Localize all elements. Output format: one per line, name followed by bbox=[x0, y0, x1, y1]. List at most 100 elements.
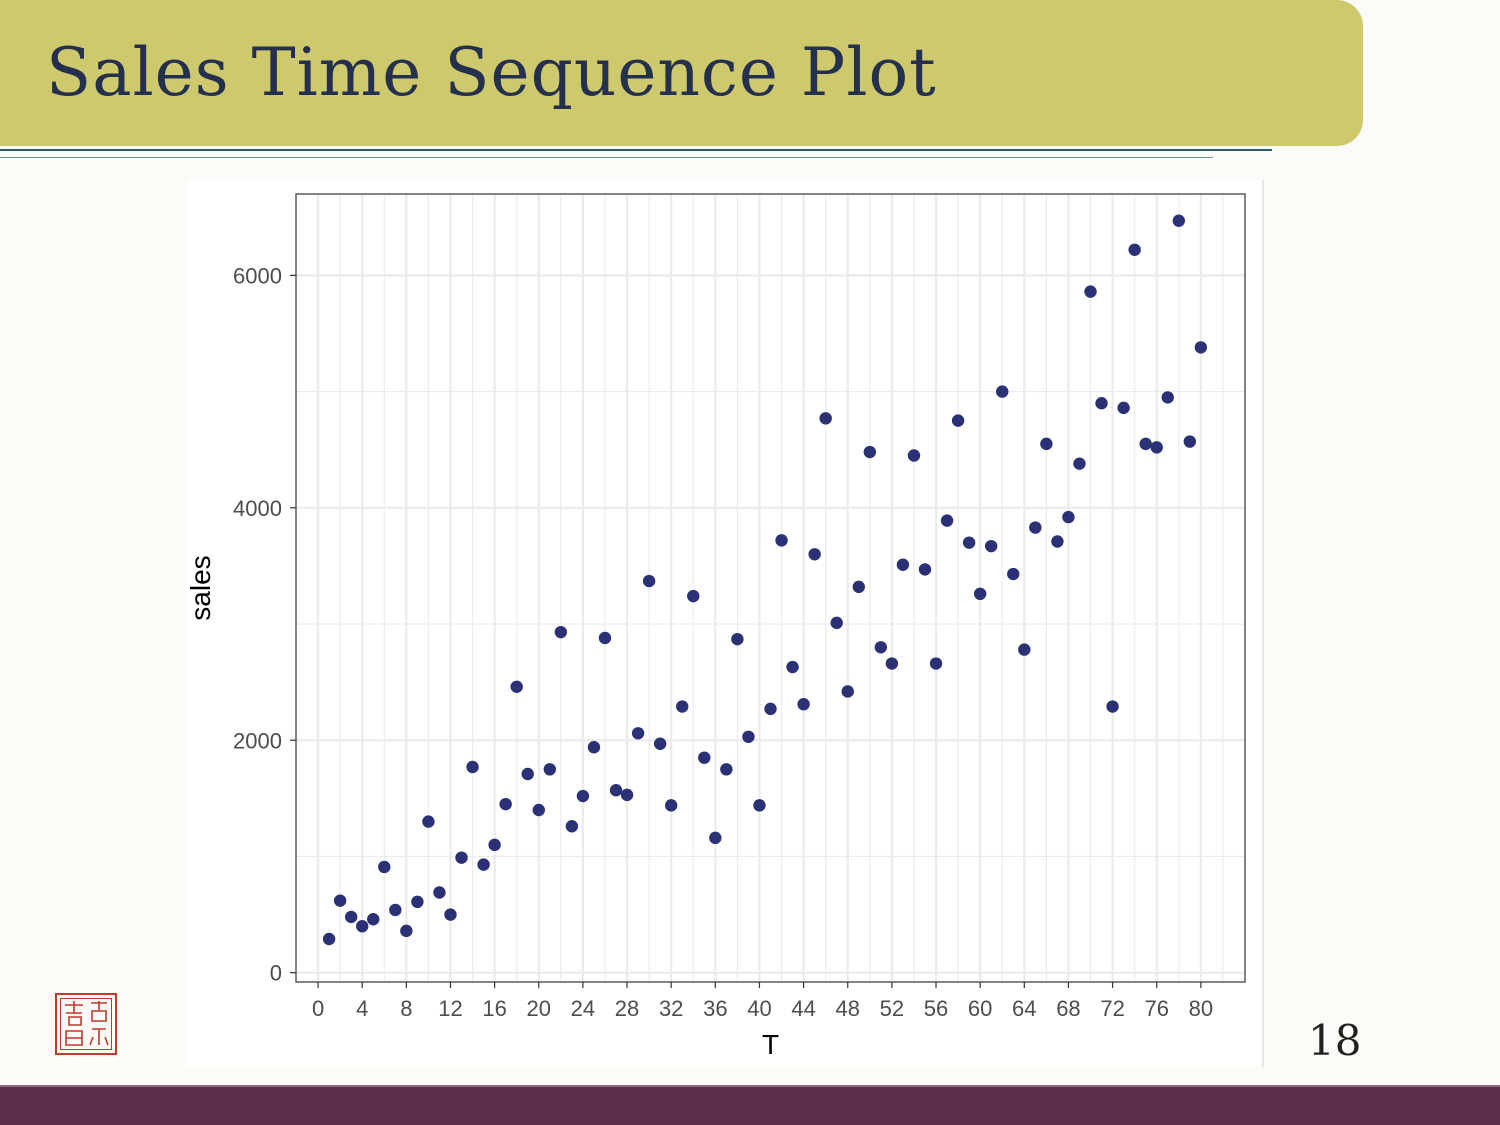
data-point bbox=[731, 632, 744, 646]
data-point bbox=[786, 660, 799, 674]
data-point bbox=[554, 625, 568, 639]
data-point bbox=[852, 580, 865, 594]
data-point bbox=[344, 910, 358, 924]
data-point bbox=[962, 536, 976, 549]
data-point bbox=[455, 851, 468, 864]
x-tick-label: 0 bbox=[312, 996, 324, 1021]
data-point bbox=[1117, 401, 1130, 415]
data-point bbox=[1062, 510, 1075, 524]
data-point bbox=[609, 784, 623, 797]
x-tick-label: 8 bbox=[400, 996, 412, 1021]
seal-inner-border bbox=[60, 998, 112, 1050]
title-rule-light bbox=[0, 157, 1213, 158]
x-tick-label: 76 bbox=[1144, 996, 1168, 1021]
seal-glyph-icon bbox=[65, 1001, 109, 1046]
data-point bbox=[1183, 435, 1197, 448]
data-point bbox=[819, 412, 832, 425]
data-point bbox=[973, 587, 987, 601]
data-point bbox=[356, 920, 369, 933]
x-tick-label: 56 bbox=[924, 996, 948, 1021]
data-point bbox=[676, 700, 689, 713]
x-tick-label: 24 bbox=[571, 996, 595, 1021]
data-point bbox=[499, 797, 512, 811]
seal-logo bbox=[55, 993, 117, 1055]
data-point bbox=[322, 932, 336, 946]
data-point bbox=[1106, 700, 1119, 713]
data-point bbox=[984, 539, 998, 553]
x-tick-label: 12 bbox=[438, 996, 462, 1021]
sales-scatter-chart: 0 4 8 12 16 20 24 28 32 36 40 44 48 52 56 60 64 68 72 76 800… bbox=[187, 193, 1246, 1060]
data-point bbox=[378, 860, 391, 874]
data-point bbox=[709, 831, 722, 845]
data-point bbox=[720, 763, 733, 776]
data-point bbox=[1029, 521, 1042, 534]
data-point bbox=[1150, 441, 1163, 454]
x-tick-label: 32 bbox=[659, 996, 683, 1021]
data-points bbox=[322, 214, 1208, 946]
x-tick-label: 68 bbox=[1056, 996, 1080, 1021]
x-tick-label: 64 bbox=[1012, 996, 1036, 1021]
data-point bbox=[1084, 285, 1097, 298]
data-point bbox=[598, 631, 612, 645]
page-number: 18 bbox=[1308, 1016, 1362, 1065]
data-point bbox=[874, 641, 888, 654]
data-point bbox=[477, 858, 490, 871]
data-point bbox=[488, 838, 501, 852]
data-point bbox=[830, 616, 843, 630]
data-point bbox=[620, 788, 634, 802]
x-tick-label: 16 bbox=[482, 996, 506, 1021]
data-point bbox=[918, 563, 932, 576]
data-point bbox=[841, 685, 854, 698]
data-point bbox=[510, 680, 523, 693]
x-tick-label: 4 bbox=[356, 996, 368, 1021]
data-point bbox=[642, 574, 656, 588]
x-tick-label: 28 bbox=[615, 996, 639, 1021]
data-point bbox=[1073, 457, 1086, 470]
data-point bbox=[1051, 535, 1064, 548]
data-point bbox=[1161, 391, 1174, 404]
data-point bbox=[863, 445, 877, 459]
x-tick-label: 44 bbox=[791, 996, 815, 1021]
data-point bbox=[940, 514, 954, 527]
plot-background bbox=[296, 194, 1245, 982]
data-point bbox=[466, 760, 479, 774]
axes: 0 4 8 12 16 20 24 28 32 36 40 44 48 52 56 60 64 68 72 76 800… bbox=[233, 263, 1213, 1021]
data-point bbox=[1018, 643, 1031, 656]
data-point bbox=[333, 894, 347, 907]
title-band bbox=[0, 0, 1363, 146]
data-point bbox=[367, 913, 380, 926]
slide-title: Sales Time Sequence Plot bbox=[46, 34, 937, 111]
data-point bbox=[1139, 437, 1152, 451]
panel-separator bbox=[1262, 180, 1264, 1067]
x-tick-label: 80 bbox=[1189, 996, 1213, 1021]
data-point bbox=[907, 449, 921, 462]
data-point bbox=[433, 886, 446, 899]
data-point bbox=[576, 789, 590, 803]
x-tick-label: 36 bbox=[703, 996, 727, 1021]
y-tick-label: 0 bbox=[270, 961, 282, 986]
data-point bbox=[532, 803, 545, 817]
data-point bbox=[1095, 397, 1108, 410]
x-tick-label: 40 bbox=[747, 996, 771, 1021]
x-tick-label: 20 bbox=[527, 996, 551, 1021]
data-point bbox=[631, 727, 645, 740]
data-point bbox=[929, 657, 943, 670]
data-point bbox=[687, 589, 700, 603]
data-point bbox=[521, 767, 534, 781]
data-point bbox=[653, 737, 667, 750]
data-point bbox=[1007, 567, 1020, 581]
data-point bbox=[587, 741, 601, 754]
y-axis-title: sales bbox=[187, 555, 216, 620]
data-point bbox=[808, 548, 821, 561]
data-point bbox=[1040, 437, 1053, 451]
data-point bbox=[764, 702, 777, 716]
data-point bbox=[753, 799, 766, 812]
title-rule-dark bbox=[0, 149, 1272, 151]
x-tick-label: 60 bbox=[968, 996, 992, 1021]
data-point bbox=[389, 903, 402, 917]
y-tick-label: 6000 bbox=[233, 263, 282, 288]
data-point bbox=[797, 698, 810, 711]
data-point bbox=[951, 414, 965, 427]
y-tick-label: 2000 bbox=[233, 728, 282, 753]
y-tick-label: 4000 bbox=[233, 496, 282, 521]
